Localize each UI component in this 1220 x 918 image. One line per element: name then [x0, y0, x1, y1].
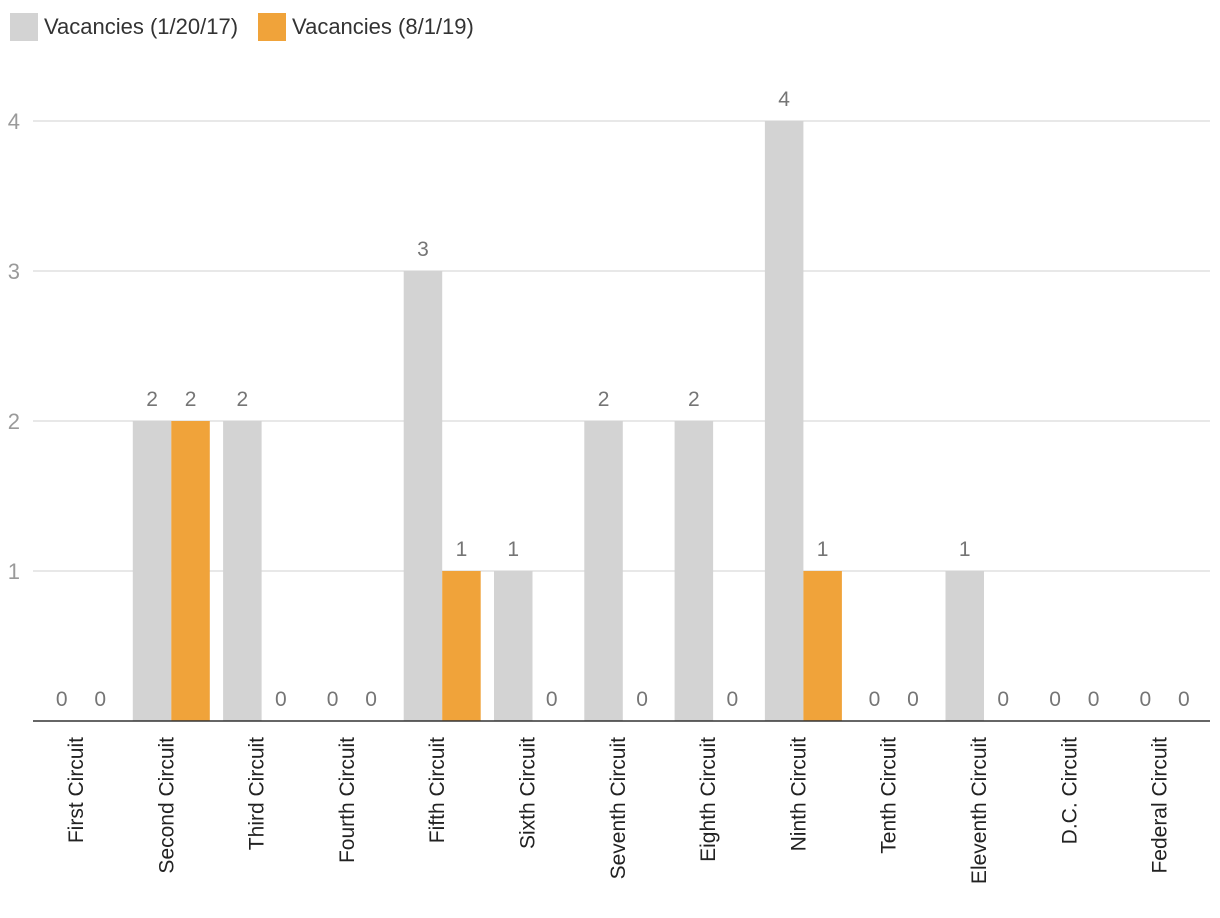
data-label-s2-7: 0: [636, 688, 648, 711]
data-label-s2-11: 0: [997, 688, 1009, 711]
data-label-s1-4: 0: [327, 688, 339, 711]
legend-label-series-2: Vacancies (8/1/19): [292, 14, 474, 39]
data-label-s1-2: 2: [146, 388, 158, 411]
y-tick-label-2: 2: [8, 409, 20, 434]
legend-swatch-series-1: [10, 13, 38, 41]
data-label-s1-9: 4: [778, 88, 790, 111]
bar-s2-5: [442, 571, 481, 721]
bar-s2-9: [803, 571, 842, 721]
data-label-s1-1: 0: [56, 688, 68, 711]
legend-item-series-2: Vacancies (8/1/19): [258, 13, 474, 41]
data-label-s1-12: 0: [1049, 688, 1061, 711]
data-label-s2-6: 0: [546, 688, 558, 711]
x-axis: First Circuit Second Circuit Third Circuit…: [65, 737, 1172, 884]
data-label-s2-13: 0: [1178, 688, 1190, 711]
data-label-s2-3: 0: [275, 688, 287, 711]
bar-s1-7: [584, 421, 623, 721]
bar-s1-5: [403, 271, 443, 721]
data-labels: 0 0 2 2 2 0 0 0 3 1 1 0 2 0 2 0 4 1 0 0 1 0 0 0 0 0: [56, 88, 1190, 711]
bars: [132, 121, 984, 721]
x-tick-label-6: Sixth Circuit: [517, 737, 540, 849]
x-tick-label-13: Federal Circuit: [1149, 737, 1172, 874]
data-label-s2-4: 0: [365, 688, 377, 711]
data-label-s1-8: 2: [688, 388, 700, 411]
x-tick-label-5: Fifth Circuit: [426, 737, 449, 843]
legend-label-series-1: Vacancies (1/20/17): [44, 14, 239, 39]
data-label-s2-9: 1: [817, 538, 829, 561]
bar-s1-3: [223, 421, 262, 721]
bar-s1-2: [132, 421, 172, 721]
data-label-s1-5: 3: [417, 238, 429, 261]
legend-swatch-series-2: [258, 13, 287, 41]
x-tick-label-12: D.C. Circuit: [1058, 737, 1081, 845]
y-tick-label-4: 4: [8, 109, 20, 134]
bar-s1-9: [764, 121, 804, 721]
data-label-s1-10: 0: [869, 688, 881, 711]
bar-s1-8: [674, 421, 714, 721]
x-tick-label-10: Tenth Circuit: [878, 737, 901, 854]
data-label-s2-2: 2: [185, 388, 197, 411]
data-label-s1-7: 2: [598, 388, 610, 411]
x-tick-label-1: First Circuit: [65, 737, 88, 843]
chart-legend: Vacancies (1/20/17) Vacancies (8/1/19): [10, 12, 494, 42]
x-tick-label-9: Ninth Circuit: [787, 737, 810, 852]
y-tick-label-1: 1: [8, 559, 20, 584]
data-label-s1-13: 0: [1140, 688, 1152, 711]
bar-s1-6: [494, 571, 533, 721]
bar-s2-2: [171, 421, 210, 721]
y-tick-label-3: 3: [8, 259, 20, 284]
data-label-s1-3: 2: [237, 388, 249, 411]
data-label-s2-8: 0: [727, 688, 739, 711]
bar-s1-11: [945, 571, 984, 721]
data-label-s2-1: 0: [94, 688, 106, 711]
x-tick-label-11: Eleventh Circuit: [968, 737, 991, 884]
legend-item-series-1: Vacancies (1/20/17): [10, 13, 238, 41]
x-tick-label-8: Eighth Circuit: [697, 737, 720, 862]
data-label-s2-5: 1: [456, 538, 468, 561]
data-label-s2-12: 0: [1088, 688, 1100, 711]
x-tick-label-3: Third Circuit: [246, 737, 269, 850]
data-label-s1-11: 1: [959, 538, 971, 561]
y-axis: 1 2 3 4: [8, 109, 20, 584]
data-label-s1-6: 1: [507, 538, 519, 561]
data-label-s2-10: 0: [907, 688, 919, 711]
x-tick-label-7: Seventh Circuit: [607, 737, 630, 880]
x-tick-label-4: Fourth Circuit: [336, 737, 359, 863]
x-tick-label-2: Second Circuit: [155, 737, 178, 874]
